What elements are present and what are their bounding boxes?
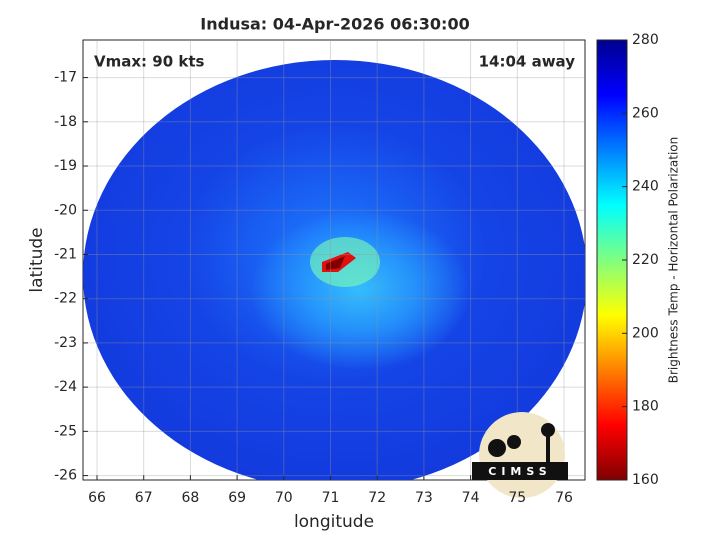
colorbar-tick-label: 280 bbox=[632, 32, 659, 48]
x-tick-label: 73 bbox=[415, 490, 433, 506]
x-tick-label: 70 bbox=[275, 490, 293, 506]
y-tick-label: -17 bbox=[54, 70, 77, 86]
chart-title: Indusa: 04-Apr-2026 06:30:00 bbox=[200, 15, 469, 34]
logo: CIMSS bbox=[472, 412, 568, 498]
x-tick-label: 72 bbox=[368, 490, 386, 506]
annotation: 14:04 away bbox=[479, 53, 576, 71]
x-tick-label: 76 bbox=[555, 490, 573, 506]
y-tick-label: -25 bbox=[54, 423, 77, 439]
annotation: Vmax: 90 kts bbox=[94, 53, 204, 71]
y-tick-label: -18 bbox=[54, 114, 77, 130]
colorbar-tick-label: 180 bbox=[632, 399, 659, 415]
colorbar-label: Brightness Temp - Horizontal Polarizatio… bbox=[667, 137, 681, 384]
x-tick-label: 74 bbox=[462, 490, 480, 506]
colorbar-tick-label: 160 bbox=[632, 472, 659, 488]
x-tick-label: 67 bbox=[135, 490, 153, 506]
grid bbox=[83, 40, 585, 480]
colorbar-tick-label: 220 bbox=[632, 252, 659, 268]
x-tick-label: 66 bbox=[88, 490, 106, 506]
y-tick-label: -22 bbox=[54, 291, 77, 307]
y-tick-label: -26 bbox=[54, 468, 77, 484]
y-tick-label: -20 bbox=[54, 202, 77, 218]
colorbar-tick-label: 240 bbox=[632, 179, 659, 195]
x-axis-label: longitude bbox=[294, 512, 374, 532]
y-axis-label: latitude bbox=[27, 227, 47, 292]
y-tick-label: -21 bbox=[54, 246, 77, 262]
x-tick-label: 69 bbox=[228, 490, 246, 506]
y-tick-label: -19 bbox=[54, 158, 77, 174]
x-tick-label: 75 bbox=[508, 490, 526, 506]
colorbar-tick-label: 200 bbox=[632, 325, 659, 341]
x-tick-label: 68 bbox=[181, 490, 199, 506]
y-tick-label: -24 bbox=[54, 379, 77, 395]
y-tick-label: -23 bbox=[54, 335, 77, 351]
satellite-image bbox=[83, 60, 585, 480]
colorbar-tick-label: 260 bbox=[632, 105, 659, 121]
x-tick-label: 71 bbox=[322, 490, 340, 506]
logo-text: CIMSS bbox=[488, 465, 551, 478]
